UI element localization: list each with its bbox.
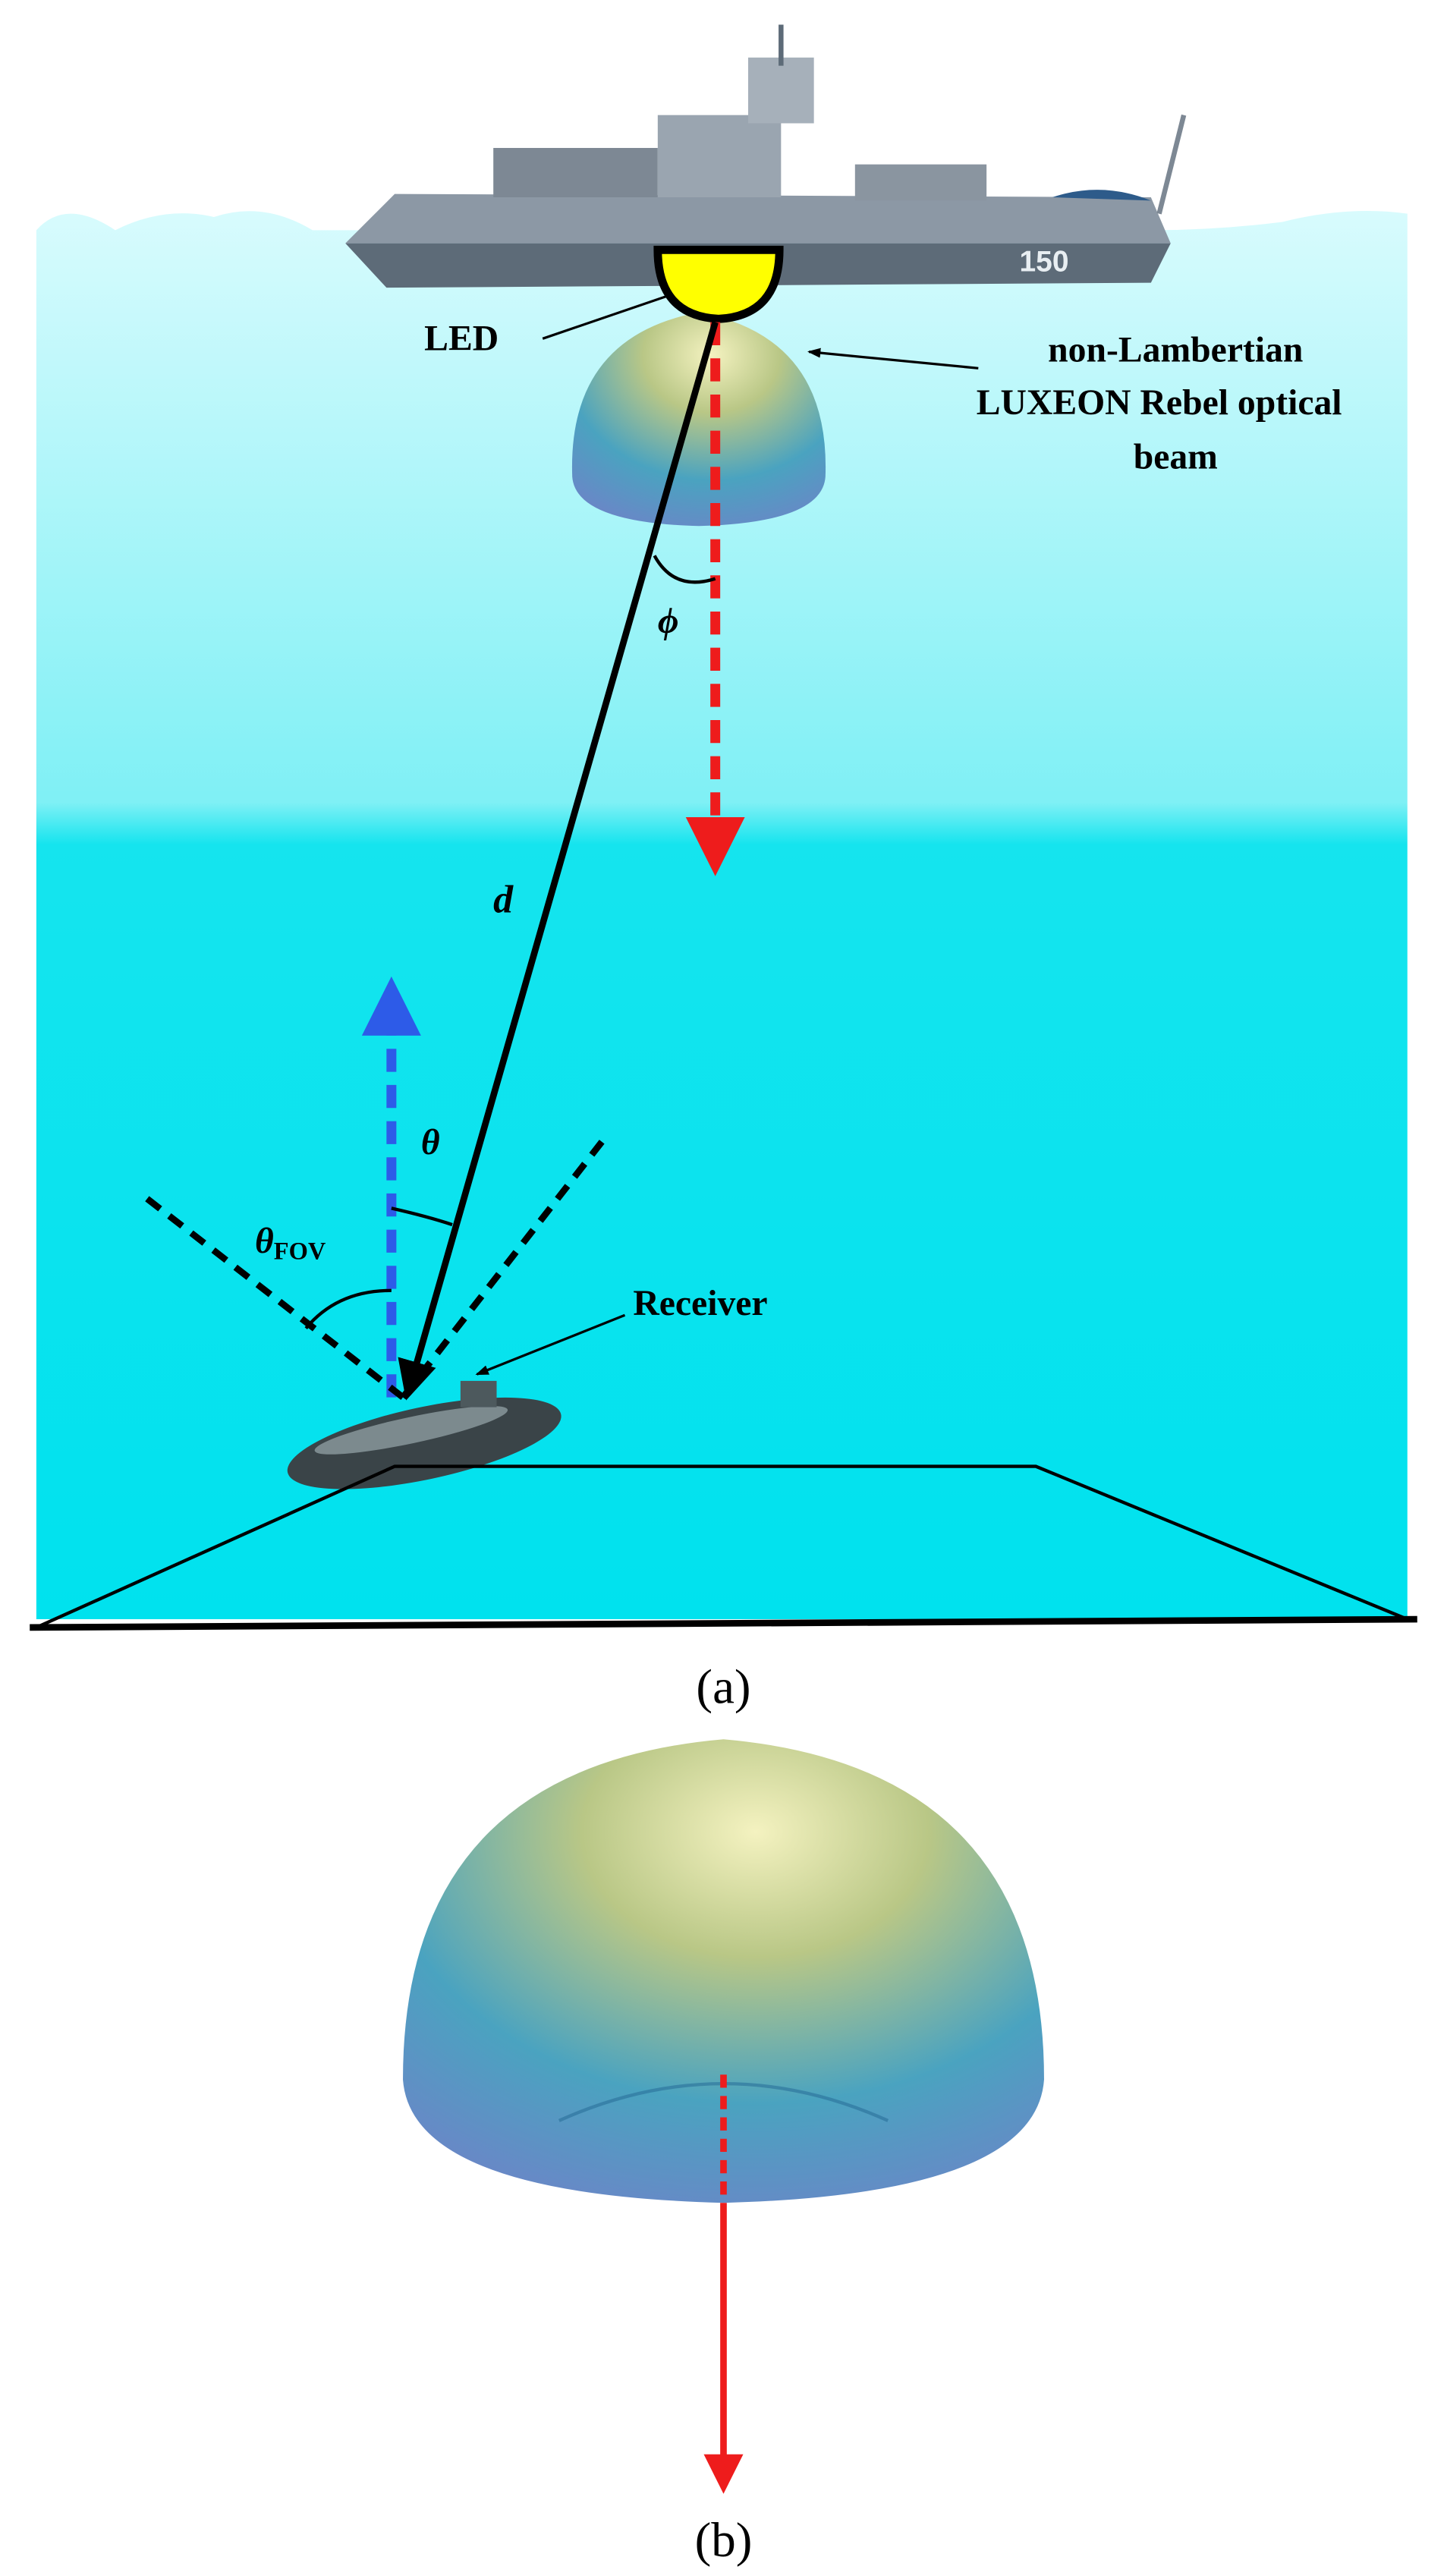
caption-b: (b) [695,2513,753,2568]
beam-label: non-Lambertian [1048,331,1303,370]
distance-label: d [493,878,514,921]
theta-arc [391,1206,453,1227]
caption-a: (a) [696,1660,750,1715]
fov-subscript: FOV [274,1238,326,1266]
fov-arc [304,1288,392,1329]
beam-pattern-large [403,1739,1044,2203]
seabed-outline [35,1464,1408,1629]
theta-label: θ [421,1123,440,1162]
phi-label: ϕ [658,602,679,641]
link-line [398,321,719,1401]
beam-label: LUXEON Rebel optical [977,383,1342,423]
led-callout [542,294,668,340]
led-label: LED [424,319,499,358]
ship-number: 150 [1019,245,1068,278]
fov-label: θFOV [255,1222,326,1266]
ship: 150 [345,24,1187,288]
water [36,211,1408,1620]
fov-symbol: θ [255,1222,274,1261]
beam-label: beam [1134,437,1218,477]
receiver-callout [475,1313,626,1376]
beam-callout [807,348,979,370]
seabed-edge [30,1615,1417,1631]
receiver-label: Receiver [633,1284,767,1323]
phi-arc [653,555,716,584]
beam-pattern [571,312,826,527]
submarine [287,1380,561,1489]
led [653,245,784,323]
